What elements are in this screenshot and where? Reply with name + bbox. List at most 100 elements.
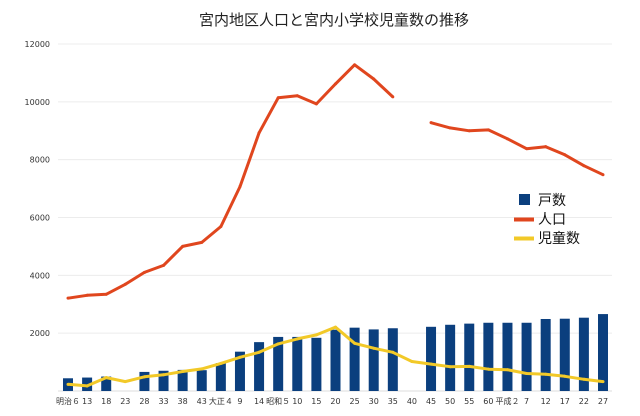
point-人口 <box>448 126 452 130</box>
legend-label: 戸数 <box>538 193 566 209</box>
point-児童数 <box>448 365 452 369</box>
bar-戸数 <box>215 363 226 391</box>
point-人口 <box>162 263 166 267</box>
point-児童数 <box>66 382 70 386</box>
bar-戸数 <box>502 322 513 391</box>
x-tick-label: 33 <box>158 397 168 406</box>
point-人口 <box>601 173 605 177</box>
point-児童数 <box>391 350 395 354</box>
point-人口 <box>334 82 337 86</box>
point-人口 <box>85 293 89 297</box>
point-児童数 <box>525 372 529 376</box>
point-児童数 <box>181 369 185 373</box>
point-人口 <box>142 270 146 274</box>
bar-戸数 <box>578 317 589 391</box>
bar-戸数 <box>177 369 188 391</box>
point-児童数 <box>429 362 433 366</box>
x-tick-label: 55 <box>464 397 474 406</box>
y-tick-label: 4000 <box>30 271 50 280</box>
point-人口 <box>295 94 299 98</box>
x-tick-label: 9 <box>237 397 242 406</box>
bar-戸数 <box>292 336 303 391</box>
x-tick-label: 13 <box>82 397 92 406</box>
bar-戸数 <box>368 329 379 391</box>
point-人口 <box>276 96 280 100</box>
point-人口 <box>66 296 70 300</box>
y-tick-label: 2000 <box>30 329 50 338</box>
point-児童数 <box>219 361 223 365</box>
bar-戸数 <box>464 323 475 391</box>
point-児童数 <box>582 377 586 381</box>
bar-戸数 <box>254 342 265 391</box>
x-tick-label: 大正４ <box>209 396 233 406</box>
point-児童数 <box>276 342 280 346</box>
point-人口 <box>505 137 509 141</box>
point-人口 <box>219 224 223 228</box>
point-人口 <box>104 292 108 296</box>
bar-戸数 <box>158 370 169 391</box>
legend-swatch <box>519 194 530 205</box>
bar-戸数 <box>540 318 551 391</box>
x-tick-label: 23 <box>120 397 130 406</box>
bar-戸数 <box>311 337 322 391</box>
point-児童数 <box>238 355 242 359</box>
point-児童数 <box>353 341 357 345</box>
legend-swatch <box>514 217 534 222</box>
point-児童数 <box>601 380 605 384</box>
bar-戸数 <box>234 351 245 391</box>
bar-戸数 <box>330 329 341 391</box>
point-人口 <box>353 63 357 67</box>
y-tick-label: 12000 <box>25 40 50 49</box>
point-人口 <box>544 145 548 149</box>
point-児童数 <box>257 350 261 354</box>
point-人口 <box>314 102 318 106</box>
point-児童数 <box>162 373 166 377</box>
line-人口 <box>67 63 604 300</box>
point-人口 <box>257 131 261 135</box>
x-tick-label: 30 <box>369 397 379 406</box>
point-児童数 <box>563 374 567 378</box>
point-人口 <box>181 244 185 248</box>
legend-swatch <box>514 236 534 241</box>
bar-戸数 <box>387 328 398 391</box>
x-tick-label: 28 <box>139 397 149 406</box>
x-tick-label: 20 <box>330 397 340 406</box>
x-tick-label: 50 <box>445 397 455 406</box>
bar-戸数 <box>139 371 150 391</box>
legend-label: 児童数 <box>538 230 580 247</box>
point-児童数 <box>200 367 204 371</box>
x-tick-label: 平成２ <box>495 396 519 406</box>
x-tick-label: 35 <box>388 397 398 406</box>
y-tick-label: 6000 <box>30 214 50 223</box>
x-tick-label: 25 <box>350 397 360 406</box>
x-tick-label: 昭和５ <box>266 397 290 406</box>
x-tick-label: 60 <box>483 397 493 406</box>
y-tick-label: 10000 <box>25 98 50 107</box>
point-人口 <box>123 282 127 286</box>
point-児童数 <box>410 360 414 364</box>
x-tick-label: 15 <box>311 397 321 406</box>
point-人口 <box>486 128 490 132</box>
x-tick-label: 45 <box>426 397 436 406</box>
x-tick-label: 明治６ <box>56 396 80 406</box>
point-児童数 <box>104 376 108 380</box>
bar-戸数 <box>426 326 437 391</box>
x-tick-label: 12 <box>541 397 551 406</box>
y-tick-label: 8000 <box>30 156 50 165</box>
x-tick-label: 38 <box>178 397 188 406</box>
point-児童数 <box>486 367 490 371</box>
x-tick-label: 27 <box>598 397 608 406</box>
x-tick-label: 17 <box>560 397 570 406</box>
x-tick-label: 43 <box>197 397 207 406</box>
point-児童数 <box>314 333 318 337</box>
bar-戸数 <box>445 324 456 391</box>
point-児童数 <box>505 368 509 372</box>
bar-戸数 <box>483 322 494 391</box>
x-tick-label: 40 <box>407 397 417 406</box>
x-tick-label: 14 <box>254 397 264 406</box>
bar-戸数 <box>598 314 608 391</box>
point-児童数 <box>334 325 337 329</box>
point-人口 <box>391 95 395 99</box>
point-児童数 <box>467 364 471 368</box>
